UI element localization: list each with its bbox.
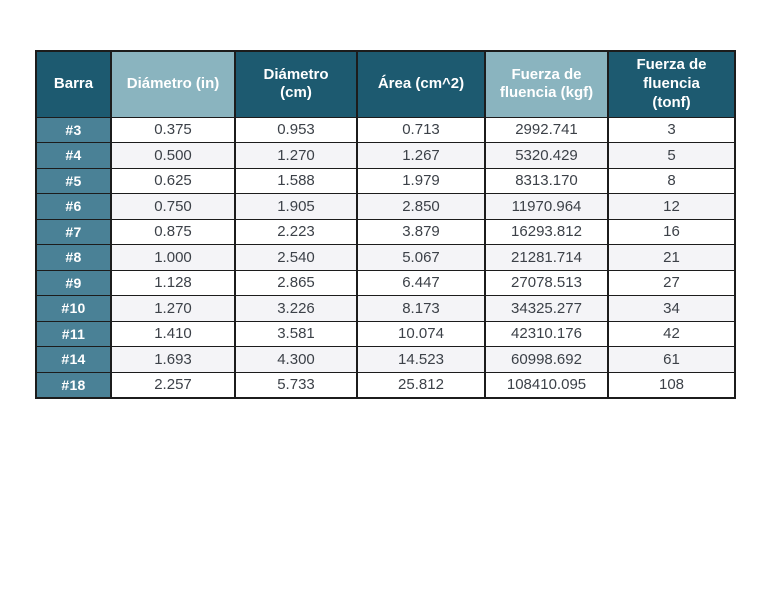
column-header-fuerza-kgf: Fuerza de fluencia (kgf) [484, 50, 609, 118]
table-cell: 1.979 [356, 167, 486, 194]
table-cell: 5 [607, 142, 736, 169]
table-row: #11 1.410 3.581 10.074 42310.176 42 [35, 320, 736, 347]
table-cell: 0.953 [234, 116, 358, 143]
table-cell: 3 [607, 116, 736, 143]
table-cell: 16293.812 [484, 218, 609, 245]
table-cell: 1.270 [110, 295, 236, 322]
table-row: #8 1.000 2.540 5.067 21281.714 21 [35, 244, 736, 271]
column-header-diametro-cm: Diámetro (cm) [234, 50, 358, 118]
table-cell: 2.850 [356, 193, 486, 220]
table-header: Barra Diámetro (in) Diámetro (cm) Área (… [35, 50, 736, 118]
row-header: #18 [35, 371, 112, 398]
column-header-barra: Barra [35, 50, 112, 118]
table-cell: 1.693 [110, 346, 236, 373]
table-body: #3 0.375 0.953 0.713 2992.741 3 #4 0.500… [35, 116, 736, 398]
column-header-fuerza-tonf: Fuerza de fluencia (tonf) [607, 50, 736, 118]
table-cell: 25.812 [356, 371, 486, 398]
table-cell: 5.067 [356, 244, 486, 271]
row-header: #14 [35, 346, 112, 373]
table-row: #18 2.257 5.733 25.812 108410.095 108 [35, 371, 736, 398]
table-cell: 2.223 [234, 218, 358, 245]
table-cell: 0.713 [356, 116, 486, 143]
table-cell: 27078.513 [484, 269, 609, 296]
table-cell: 21 [607, 244, 736, 271]
table-cell: 1.000 [110, 244, 236, 271]
row-header: #11 [35, 320, 112, 347]
table-cell: 6.447 [356, 269, 486, 296]
table-row: #4 0.500 1.270 1.267 5320.429 5 [35, 142, 736, 169]
table-cell: 4.300 [234, 346, 358, 373]
table-cell: 0.625 [110, 167, 236, 194]
table-cell: 21281.714 [484, 244, 609, 271]
table-row: #7 0.875 2.223 3.879 16293.812 16 [35, 218, 736, 245]
rebar-properties-table: Barra Diámetro (in) Diámetro (cm) Área (… [35, 50, 736, 399]
column-header-diametro-in: Diámetro (in) [110, 50, 236, 118]
table-cell: 60998.692 [484, 346, 609, 373]
table-cell: 3.581 [234, 320, 358, 347]
table-cell: 1.410 [110, 320, 236, 347]
table-cell: 5.733 [234, 371, 358, 398]
table-cell: 11970.964 [484, 193, 609, 220]
table-row: #14 1.693 4.300 14.523 60998.692 61 [35, 346, 736, 373]
header-row: Barra Diámetro (in) Diámetro (cm) Área (… [35, 50, 736, 118]
table-cell: 34 [607, 295, 736, 322]
table-cell: 8 [607, 167, 736, 194]
table-cell: 1.267 [356, 142, 486, 169]
table-cell: 3.879 [356, 218, 486, 245]
table-cell: 2.257 [110, 371, 236, 398]
table-cell: 0.875 [110, 218, 236, 245]
table-row: #9 1.128 2.865 6.447 27078.513 27 [35, 269, 736, 296]
table-cell: 0.750 [110, 193, 236, 220]
table-cell: 42310.176 [484, 320, 609, 347]
table-cell: 2992.741 [484, 116, 609, 143]
table-cell: 8.173 [356, 295, 486, 322]
table-cell: 14.523 [356, 346, 486, 373]
table-cell: 61 [607, 346, 736, 373]
table-row: #3 0.375 0.953 0.713 2992.741 3 [35, 116, 736, 143]
table-cell: 5320.429 [484, 142, 609, 169]
table-cell: 1.270 [234, 142, 358, 169]
table-row: #5 0.625 1.588 1.979 8313.170 8 [35, 167, 736, 194]
table-cell: 10.074 [356, 320, 486, 347]
table-row: #10 1.270 3.226 8.173 34325.277 34 [35, 295, 736, 322]
row-header: #7 [35, 218, 112, 245]
table-cell: 0.500 [110, 142, 236, 169]
table-cell: 108 [607, 371, 736, 398]
table-cell: 1.128 [110, 269, 236, 296]
row-header: #10 [35, 295, 112, 322]
table-cell: 16 [607, 218, 736, 245]
column-header-area: Área (cm^2) [356, 50, 486, 118]
row-header: #4 [35, 142, 112, 169]
table-cell: 108410.095 [484, 371, 609, 398]
table-cell: 27 [607, 269, 736, 296]
row-header: #5 [35, 167, 112, 194]
table-cell: 2.540 [234, 244, 358, 271]
row-header: #8 [35, 244, 112, 271]
table-cell: 12 [607, 193, 736, 220]
table-cell: 42 [607, 320, 736, 347]
table-cell: 3.226 [234, 295, 358, 322]
table-row: #6 0.750 1.905 2.850 11970.964 12 [35, 193, 736, 220]
table-cell: 1.588 [234, 167, 358, 194]
row-header: #3 [35, 116, 112, 143]
table-cell: 34325.277 [484, 295, 609, 322]
row-header: #6 [35, 193, 112, 220]
table-cell: 2.865 [234, 269, 358, 296]
rebar-table-container: Barra Diámetro (in) Diámetro (cm) Área (… [35, 50, 736, 399]
table-cell: 1.905 [234, 193, 358, 220]
table-cell: 8313.170 [484, 167, 609, 194]
row-header: #9 [35, 269, 112, 296]
table-cell: 0.375 [110, 116, 236, 143]
